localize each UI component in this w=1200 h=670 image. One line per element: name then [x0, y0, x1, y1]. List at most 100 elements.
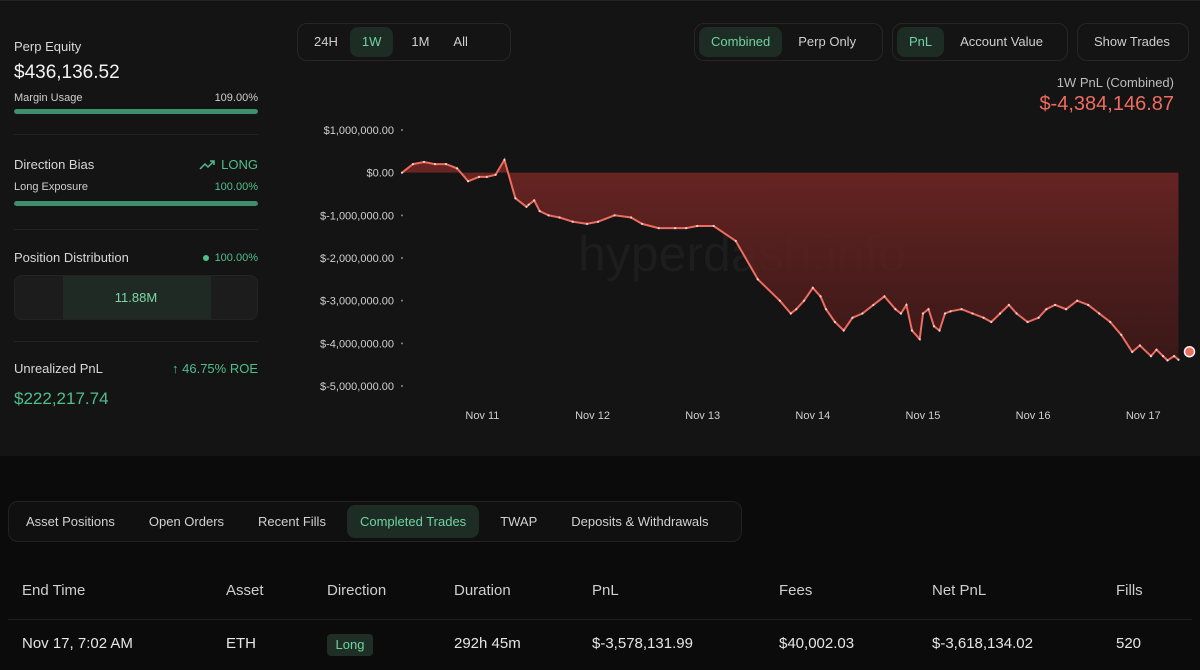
status-dot-icon — [202, 254, 209, 261]
range-tab-1m[interactable]: 1M — [411, 34, 430, 49]
column-header-net-pnl[interactable]: Net PnL — [932, 582, 987, 599]
show-trades-button[interactable]: Show Trades — [1094, 34, 1170, 49]
margin-usage-label: Margin Usage — [14, 92, 83, 104]
data-point — [1166, 359, 1169, 362]
x-tick-label: Nov 17 — [1126, 410, 1161, 422]
current-value-marker[interactable] — [1183, 345, 1196, 358]
mode-selector: Combined Perp Only — [694, 23, 883, 61]
divider — [14, 341, 258, 342]
position-distribution-amount: 11.88M — [114, 290, 158, 305]
data-point — [696, 224, 699, 228]
data-point — [411, 163, 415, 166]
y-axis: $1,000,000.00 $0.00 $-1,000,000.00 $-2,000,… — [320, 125, 403, 393]
data-point — [674, 227, 677, 230]
tab-asset-positions[interactable]: Asset Positions — [26, 514, 115, 529]
data-point — [1155, 348, 1158, 351]
mode-tab-perp-only[interactable]: Perp Only — [798, 34, 857, 49]
divider — [14, 229, 258, 230]
data-point — [795, 308, 798, 311]
data-point — [533, 199, 536, 202]
tab-recent-fills[interactable]: Recent Fills — [258, 514, 326, 529]
tab-deposits-withdrawals[interactable]: Deposits & Withdrawals — [571, 514, 709, 529]
direction-badge: Long — [327, 634, 373, 656]
long-exposure-bar — [14, 201, 258, 206]
direction-bias-section: Direction Bias LONG Long Exposure 100.00… — [14, 157, 258, 206]
data-point — [1131, 350, 1134, 353]
y-tick-mark — [401, 299, 403, 302]
margin-usage-bar-fill — [14, 109, 258, 114]
data-point — [641, 222, 644, 225]
data-point — [477, 175, 481, 179]
y-tick-label: $-3,000,000.00 — [320, 296, 394, 308]
metric-tab-account-value[interactable]: Account Value — [960, 34, 1044, 49]
data-point — [921, 312, 925, 315]
data-point — [629, 216, 633, 219]
data-point — [613, 214, 616, 217]
tab-completed-trades[interactable]: Completed Trades — [346, 505, 480, 538]
column-header-fees[interactable]: Fees — [779, 582, 813, 599]
data-point — [657, 227, 660, 230]
column-header-asset[interactable]: Asset — [226, 582, 264, 599]
column-header-pnl[interactable]: PnL — [592, 582, 619, 599]
data-point — [927, 308, 930, 311]
show-trades-toggle: Show Trades — [1077, 23, 1189, 61]
position-distribution-segment — [63, 276, 211, 319]
data-point — [899, 312, 903, 315]
column-header-end-time[interactable]: End Time — [22, 582, 86, 599]
data-point — [861, 312, 864, 315]
column-header-fills[interactable]: Fills — [1116, 582, 1143, 599]
perp-equity-section: Perp Equity $436,136.52 Margin Usage 109… — [14, 39, 258, 114]
arrow-up-icon: ↑ — [172, 361, 179, 376]
position-distribution-section: Position Distribution 100.00% — [14, 250, 258, 265]
data-point — [466, 180, 470, 183]
cell-asset[interactable]: ETH — [226, 635, 256, 652]
data-point — [789, 312, 792, 315]
y-tick-label: $-4,000,000.00 — [320, 338, 394, 350]
pnl-chart[interactable]: hyperdash.info $1,000,000.00$0.00$-1,000… — [290, 111, 1200, 441]
data-point — [547, 214, 550, 217]
position-distribution-bar[interactable]: 11.88M — [14, 275, 258, 320]
data-point — [918, 337, 921, 341]
column-header-direction[interactable]: Direction — [327, 582, 387, 599]
long-exposure-value: 100.00% — [214, 181, 258, 193]
table-divider — [8, 619, 1192, 620]
range-tab-24h[interactable]: 24H — [314, 34, 338, 49]
data-point — [525, 205, 528, 208]
data-point — [1037, 316, 1040, 319]
data-point — [596, 220, 600, 223]
x-tick-label: Nov 13 — [685, 410, 720, 422]
data-point — [1015, 312, 1018, 315]
y-tick-mark — [401, 214, 403, 217]
x-axis: Nov 11 Nov 12 Nov 13 Nov 14 Nov 15 Nov 16 Nov … — [465, 410, 1160, 422]
x-tick-label: Nov 15 — [906, 410, 941, 422]
column-header-duration[interactable]: Duration — [454, 582, 511, 599]
position-distribution-value: 100.00% — [214, 251, 258, 264]
data-point — [971, 312, 974, 315]
data-point — [811, 286, 814, 289]
data-point — [905, 303, 908, 307]
data-point — [1098, 312, 1101, 315]
data-point — [400, 171, 404, 174]
tab-twap[interactable]: TWAP — [500, 514, 538, 529]
data-point — [1076, 299, 1079, 302]
range-tab-all[interactable]: All — [453, 34, 468, 49]
data-point — [734, 239, 737, 243]
metric-tab-pnl[interactable]: PnL — [897, 27, 945, 57]
data-point — [872, 303, 875, 307]
margin-usage-value: 109.00% — [214, 92, 258, 104]
roe-badge: ↑ 46.75% ROE — [172, 361, 258, 376]
y-tick-mark — [401, 342, 403, 345]
data-point — [558, 216, 561, 219]
unrealized-pnl-label: Unrealized PnL — [14, 361, 103, 376]
data-point — [1172, 355, 1176, 358]
tab-open-orders[interactable]: Open Orders — [148, 514, 225, 529]
x-tick-label: Nov 16 — [1016, 410, 1051, 422]
metric-selector: PnL Account Value — [892, 23, 1068, 61]
data-point — [824, 308, 828, 311]
data-point — [1054, 303, 1057, 307]
range-tab-1w[interactable]: 1W — [349, 27, 394, 57]
direction-bias-value: LONG — [221, 157, 258, 172]
data-point — [943, 312, 947, 315]
mode-tab-combined[interactable]: Combined — [699, 27, 783, 57]
trending-up-icon — [199, 159, 215, 170]
